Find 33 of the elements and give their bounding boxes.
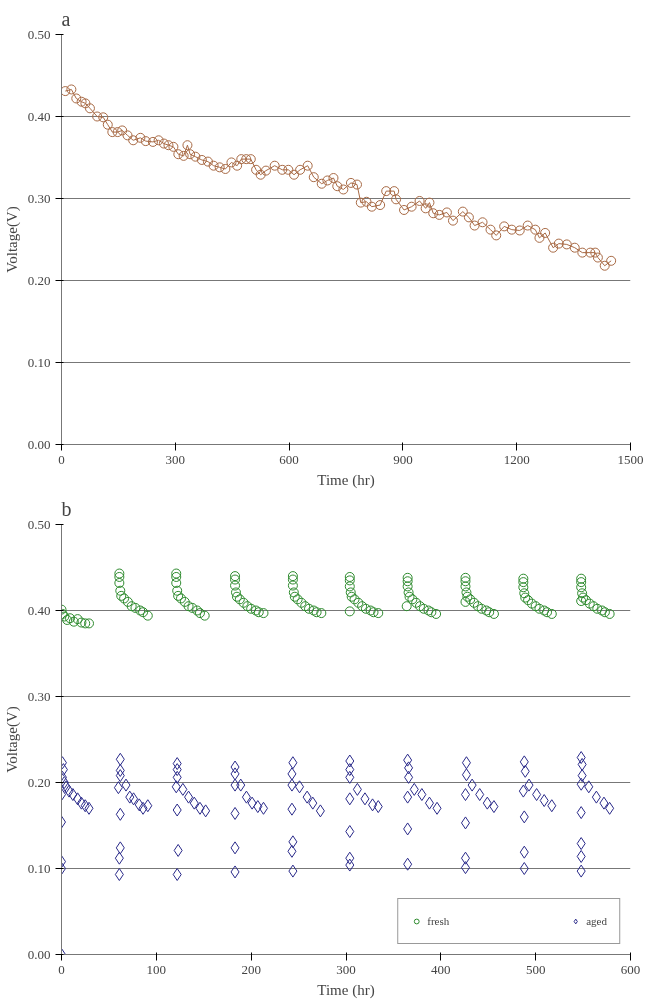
y-tick-label: 0.00 [27, 436, 51, 452]
x-tick-label: 100 [146, 961, 167, 977]
x-tick-label: 600 [620, 961, 641, 977]
y-tick-label: 0.50 [27, 516, 51, 532]
y-tick-label: 0.10 [27, 354, 51, 370]
x-axis-title: Time (hr) [317, 981, 375, 999]
legend-label: fresh [427, 915, 450, 927]
x-tick-label: 500 [525, 961, 546, 977]
x-axis-title: Time (hr) [317, 471, 375, 489]
x-tick-label: 300 [336, 961, 356, 977]
y-tick-label: 0.30 [27, 190, 51, 206]
y-tick-label: 0.30 [27, 688, 51, 704]
y-tick-label: 0.20 [27, 272, 51, 288]
y-tick-label: 0.40 [27, 108, 51, 124]
legend-label: aged [586, 915, 607, 927]
y-tick-label: 0.10 [27, 860, 51, 876]
x-tick-label: 0 [58, 961, 65, 977]
chart-title: b [61, 497, 72, 520]
x-tick-label: 200 [241, 961, 261, 977]
x-tick-label: 1500 [617, 451, 644, 467]
x-tick-label: 900 [393, 451, 413, 467]
y-tick-label: 0.00 [27, 946, 51, 962]
x-tick-label: 600 [279, 451, 299, 467]
y-tick-label: 0.50 [27, 26, 51, 42]
x-tick-label: 1200 [503, 451, 530, 467]
y-tick-label: 0.40 [27, 602, 51, 618]
y-tick-label: 0.20 [27, 774, 51, 790]
x-tick-label: 0 [58, 451, 65, 467]
y-axis-title: Voltage(V) [3, 206, 21, 273]
chart-title: a [61, 7, 71, 30]
x-tick-label: 400 [431, 961, 451, 977]
y-axis-title: Voltage(V) [3, 706, 21, 773]
x-tick-label: 300 [165, 451, 186, 467]
